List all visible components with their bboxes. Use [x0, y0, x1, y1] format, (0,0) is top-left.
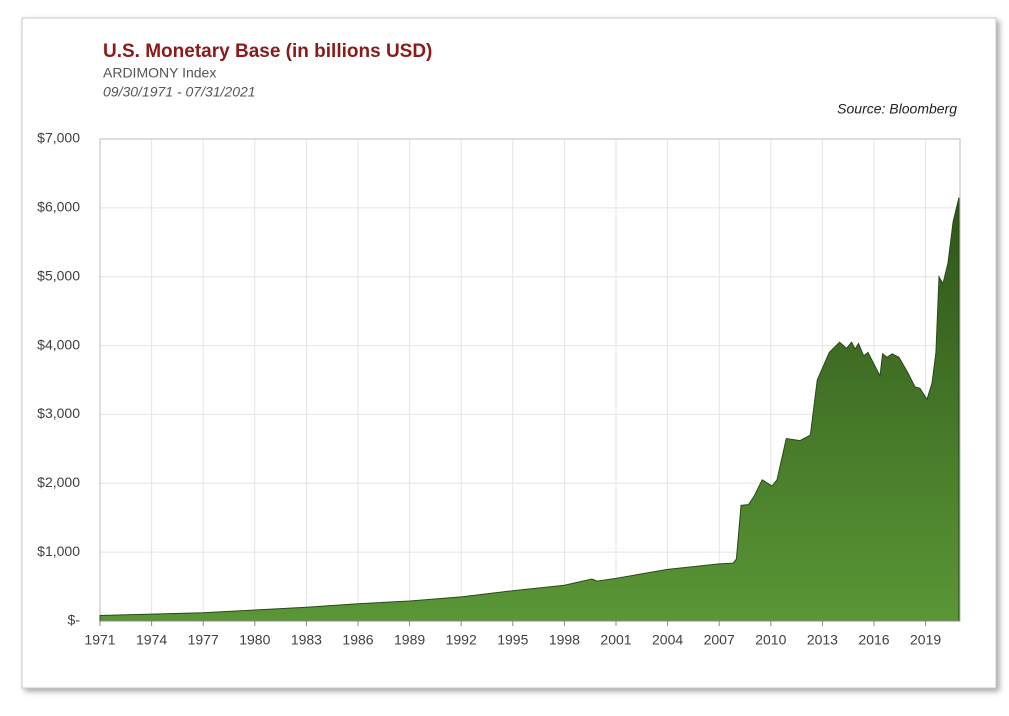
x-tick-label: 2001 — [600, 632, 631, 648]
y-tick-label: $7,000 — [37, 130, 80, 146]
x-tick-label: 1974 — [136, 632, 167, 648]
x-tick-label: 1971 — [84, 632, 115, 648]
subtitle: ARDIMONY Index — [103, 65, 216, 81]
y-tick-label: $1,000 — [37, 543, 80, 559]
x-tick-label: 1980 — [239, 632, 270, 648]
x-tick-label: 1986 — [342, 632, 373, 648]
y-tick-label: $- — [68, 612, 81, 628]
y-tick-label: $2,000 — [37, 474, 80, 490]
date-range: 09/30/1971 - 07/31/2021 — [103, 84, 256, 100]
area — [99, 197, 960, 622]
y-tick-label: $4,000 — [37, 336, 80, 352]
x-tick-label: 2004 — [652, 632, 683, 648]
x-tick-label: 1998 — [549, 632, 580, 648]
x-tick-label: 1983 — [291, 632, 322, 648]
chart-title: U.S. Monetary Base (in billions USD) — [103, 41, 432, 62]
x-tick-label: 2010 — [755, 632, 786, 648]
x-tick-label: 1992 — [446, 632, 477, 648]
y-tick-label: $5,000 — [37, 267, 80, 283]
x-tick-label: 2019 — [910, 632, 941, 648]
x-tick-label: 2016 — [858, 632, 889, 648]
y-tick-label: $6,000 — [37, 199, 80, 215]
x-tick-label: 1995 — [497, 632, 528, 648]
y-tick-label: $3,000 — [37, 405, 80, 421]
x-tick-label: 1989 — [394, 632, 425, 648]
source: Source: Bloomberg — [837, 101, 957, 117]
x-tick-label: 2007 — [704, 632, 735, 648]
x-tick-label: 2013 — [807, 632, 838, 648]
x-tick-label: 1977 — [188, 632, 219, 648]
